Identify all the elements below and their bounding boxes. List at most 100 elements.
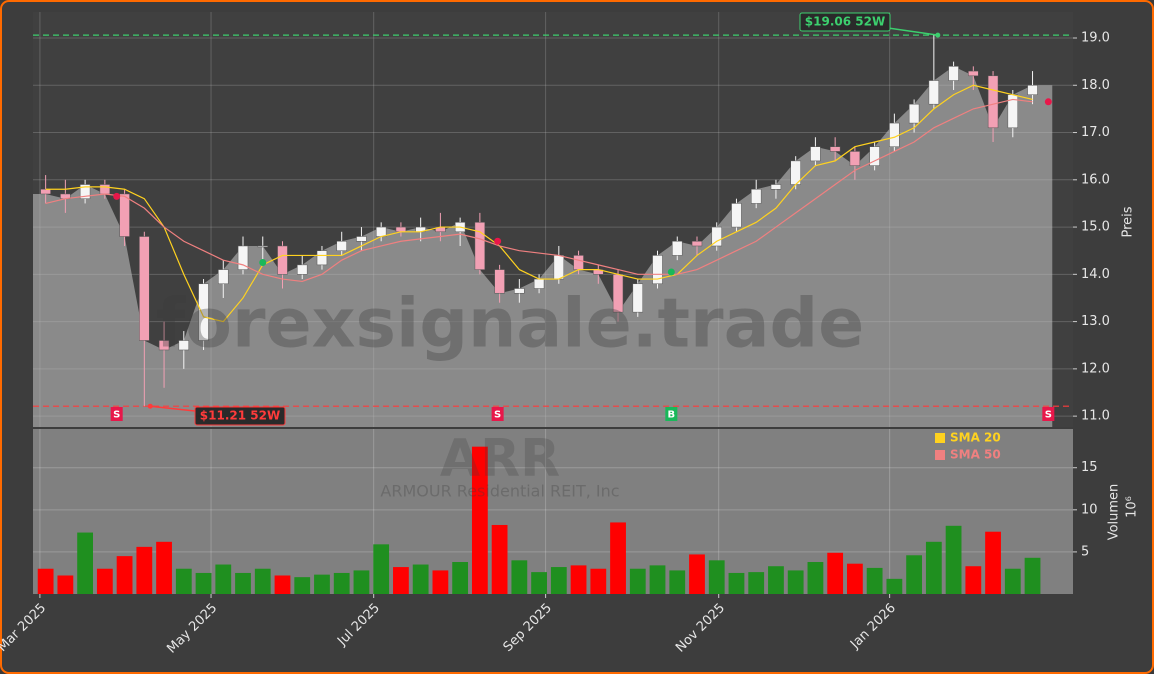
y-tick-label: 11.0 xyxy=(1081,409,1110,424)
candle-body xyxy=(237,245,249,270)
volume-bar xyxy=(412,564,429,594)
sma-line xyxy=(45,84,1033,323)
signal-dot xyxy=(259,259,267,267)
signal-marker xyxy=(491,407,504,421)
y-tick-label: 5 xyxy=(1081,544,1089,559)
candle-body xyxy=(257,245,268,248)
volume-bar xyxy=(610,522,626,594)
candle-body xyxy=(198,283,209,341)
y-tick-label: 16.0 xyxy=(1081,172,1110,187)
volume-bar xyxy=(590,568,607,594)
y-tick-label: 15.0 xyxy=(1081,220,1110,235)
volume-bar xyxy=(116,556,133,594)
y-tick-label: 19.0 xyxy=(1081,30,1110,45)
volume-bar xyxy=(669,570,686,594)
y-tick-label: 15 xyxy=(1081,460,1098,475)
candle-body xyxy=(849,151,861,166)
volume-bar xyxy=(333,572,350,594)
annotation-box xyxy=(799,12,891,32)
candle-body xyxy=(316,250,328,266)
volume-bar xyxy=(37,568,54,594)
volume-bar xyxy=(768,566,784,594)
candle-body xyxy=(158,340,170,351)
candle-body xyxy=(573,255,584,270)
y-tick-label: 12.0 xyxy=(1081,361,1110,376)
volume-bar xyxy=(689,554,705,594)
signal-dot xyxy=(494,237,502,245)
volume-bar xyxy=(787,570,804,594)
volume-bar xyxy=(215,564,232,594)
signal-marker xyxy=(665,407,678,421)
volume-bar xyxy=(393,567,409,594)
volume-axis-label: Volumen xyxy=(1107,484,1122,541)
signal-label: S xyxy=(1045,410,1052,421)
candle-body xyxy=(691,240,703,247)
volume-bar xyxy=(77,532,94,594)
legend-label: SMA 50 xyxy=(950,448,1001,462)
volume-bar xyxy=(748,572,765,594)
candle-body xyxy=(928,80,940,105)
volume-bar xyxy=(314,574,330,594)
candle-body xyxy=(987,75,999,129)
volume-bar xyxy=(175,568,192,594)
watermark: forexsignale.trade xyxy=(156,285,865,364)
signal-label: S xyxy=(494,410,501,421)
y-tick-label: 13.0 xyxy=(1081,314,1110,329)
candle-body xyxy=(731,203,742,228)
candle-body xyxy=(672,240,683,256)
y-tick-label: 18.0 xyxy=(1081,78,1110,93)
volume-bar xyxy=(925,541,942,594)
volume-bar xyxy=(1004,568,1021,594)
volume-bar xyxy=(511,560,528,594)
volume-bar xyxy=(570,565,587,594)
volume-bar xyxy=(254,568,271,594)
volume-bar xyxy=(235,572,251,594)
y-tick-label: 10 xyxy=(1081,502,1098,517)
candle-body xyxy=(297,264,308,275)
volume-bar xyxy=(373,544,390,594)
candle-body xyxy=(869,146,880,166)
volume-bar xyxy=(491,524,508,594)
candle-body xyxy=(356,236,367,242)
candle-body xyxy=(810,146,821,162)
legend-swatch xyxy=(935,433,945,443)
candle-body xyxy=(40,188,51,195)
candle-body xyxy=(889,122,900,147)
legend-swatch xyxy=(935,450,945,460)
signal-marker xyxy=(110,407,123,421)
volume-bar xyxy=(866,567,883,594)
volume-bar xyxy=(807,562,824,594)
company-watermark: ARMOUR Residential REIT, Inc xyxy=(380,482,619,501)
volume-bar xyxy=(452,562,469,594)
volume-bar xyxy=(728,572,745,594)
volume-bar xyxy=(274,575,291,594)
signal-dot xyxy=(1044,98,1052,106)
candle-body xyxy=(514,288,525,294)
candle-body xyxy=(119,193,130,237)
candle-body xyxy=(829,146,841,152)
candle-body xyxy=(395,226,407,233)
y-axis-label: Preis xyxy=(1121,206,1136,237)
y-tick-label: 14.0 xyxy=(1081,267,1110,282)
candle-body xyxy=(711,226,722,247)
volume-bar xyxy=(945,525,962,594)
annotation-box xyxy=(194,406,286,426)
volume-bar xyxy=(471,446,488,594)
volume-bar xyxy=(550,567,567,594)
signal-label: S xyxy=(113,410,120,421)
candle-body xyxy=(968,70,979,77)
candle-body xyxy=(553,255,565,280)
volume-bar xyxy=(906,555,923,594)
sma-line xyxy=(45,98,1033,283)
price-area xyxy=(33,66,1053,427)
legend-label: SMA 20 xyxy=(950,431,1001,445)
candle-body xyxy=(474,222,486,270)
candle-body xyxy=(1027,85,1038,95)
candle-body xyxy=(277,245,288,275)
volume-bar xyxy=(846,563,863,594)
volume-bar xyxy=(708,560,725,594)
volume-bar xyxy=(353,570,370,594)
candle-body xyxy=(178,340,189,351)
candle-body xyxy=(751,188,762,204)
